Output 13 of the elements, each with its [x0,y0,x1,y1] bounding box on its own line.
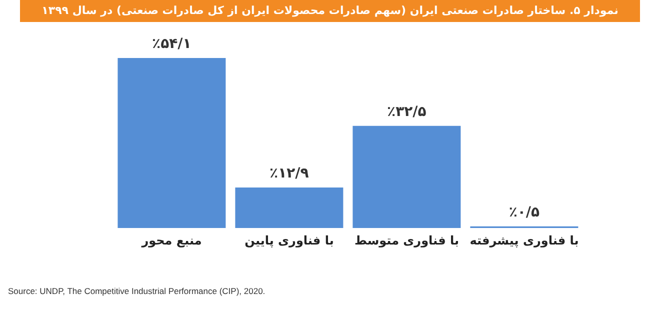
source-note: Source: UNDP, The Competitive Industrial Performance (CIP), 2020. [8,286,266,296]
bar [118,58,226,228]
x-tick-label: با فناوری متوسط [354,234,459,248]
x-tick-label: با فناوری پیشرفته [470,234,579,248]
bar [235,187,344,228]
data-label: ٪۰/۵ [508,204,540,220]
data-label: ٪۱۲/۹ [270,165,310,182]
x-tick-label: با فناوری پایین [244,234,334,248]
x-tick-label: منبع محور [140,234,202,248]
data-label: ٪۳۲/۵ [387,104,427,120]
chart-title: نمودار ۵. ساختار صادرات صنعتی ایران (سهم صادرات محصولات ایران از کل صادرات صنعتی) در سال ۱۳۹۹ [20,0,640,22]
bar [352,126,461,228]
data-label: ٪۵۴/۱ [152,36,192,52]
